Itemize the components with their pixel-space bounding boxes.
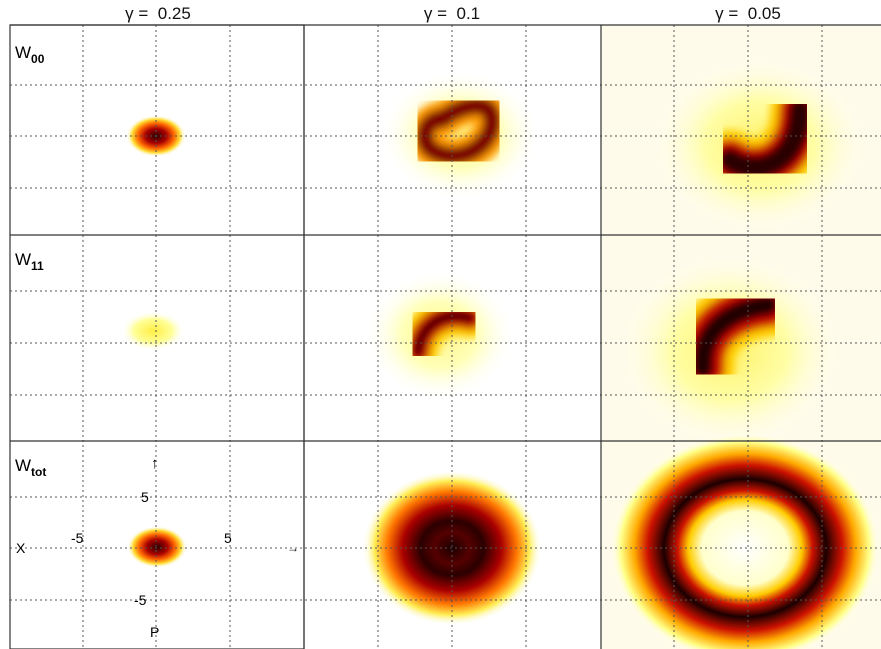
gamma-value: 0.1 [456, 4, 481, 23]
panel-r2-c1 [121, 311, 185, 351]
panel-frames [9, 24, 881, 649]
panel-r1-c3 [650, 55, 870, 235]
up-arrow-icon: ↑ [151, 455, 159, 472]
row-label-wtot: Wtot [15, 456, 46, 479]
row-label-w00: W00 [15, 43, 45, 66]
y-axis-label: P [150, 624, 159, 640]
panel-r3-c3 [610, 433, 880, 649]
tick-label-neg5-horiz: -5 [71, 530, 84, 546]
blob-w11-g025 [121, 311, 185, 351]
arc-core-w00-g005 [718, 98, 812, 180]
grid-lines [10, 25, 881, 649]
gamma-value: 0.25 [157, 4, 191, 23]
right-arrow-icon: → [287, 541, 299, 555]
halo-w00-g01 [380, 70, 540, 200]
arc-core-w11-g01 [413, 310, 475, 357]
tick-label-pos5-vert: 5 [141, 489, 149, 505]
row-label-w11: W11 [15, 250, 44, 273]
blob-wtot-g025 [127, 526, 187, 568]
column-title-gamma-025: γ = 0.25 [125, 4, 191, 23]
gamma-symbol: γ [715, 4, 724, 23]
panel-r1-c2 [380, 70, 540, 200]
ring-wtot-g005 [610, 433, 880, 649]
tick-label-neg5-vert: -5 [134, 592, 147, 608]
gamma-symbol: γ [423, 4, 433, 23]
panel-r2-c2 [365, 270, 515, 400]
axis-annotations: ↑ 5 -5 5 X → -5 P [16, 455, 299, 640]
panel-r3-c1 [127, 526, 187, 568]
column-title-gamma-005: γ = 0.05 [715, 4, 781, 23]
arc-core-w00-g01 [415, 96, 502, 165]
column-title-gamma-01: γ = 0.1 [423, 4, 481, 23]
arc-core-w11-g005 [691, 294, 779, 379]
x-axis-label: X [16, 540, 26, 556]
tick-label-pos5-horiz: 5 [224, 530, 232, 546]
gamma-value: 0.05 [747, 4, 781, 23]
gamma-symbol: γ [125, 4, 134, 23]
panel-r2-c3 [615, 250, 845, 450]
